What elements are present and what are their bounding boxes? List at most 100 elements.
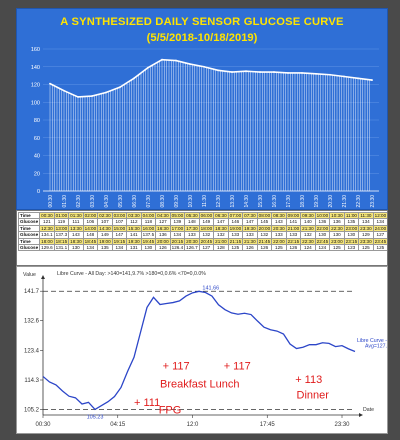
- time-cell: 18:15: [53, 237, 70, 246]
- time-cell: 13:30: [68, 224, 84, 233]
- top-data-point: [91, 95, 93, 97]
- glucose-cell: 124: [314, 243, 331, 252]
- time-cell: 11:00: [343, 211, 360, 220]
- time-cell: 18:00: [198, 224, 215, 233]
- glucose-cell: 125: [227, 243, 244, 252]
- time-cell: 09:00: [285, 211, 302, 220]
- top-y-tick-label: 0: [37, 189, 40, 195]
- libre-curve-line: [42, 290, 356, 411]
- x-axis-label: Date: [363, 407, 374, 413]
- time-cell: 20:00: [155, 237, 171, 246]
- top-data-point: [301, 72, 303, 74]
- time-cell: 09:30: [300, 211, 316, 220]
- top-data-point: [105, 91, 107, 94]
- time-cell: 19:30: [126, 237, 142, 246]
- top-x-tick-label: 12:30: [216, 195, 222, 208]
- top-y-tick-label: 140: [31, 65, 40, 71]
- top-data-point: [259, 71, 261, 73]
- time-cell: 13:00: [53, 224, 70, 233]
- glucose-cell: 130: [140, 243, 157, 252]
- libre-curve-chart: Libre Curve - All Day: >140=141,9.7% >18…: [16, 266, 388, 434]
- time-cell: 24:00: [372, 224, 387, 233]
- time-cell: 15:30: [126, 224, 142, 233]
- time-cell: 17:30: [184, 224, 200, 233]
- glucose-cell: 131.1: [53, 243, 70, 252]
- top-y-tick-label: 20: [34, 171, 40, 177]
- y-tick-label: 114.3: [24, 378, 39, 384]
- top-x-tick-label: 07:30: [146, 195, 152, 208]
- glucose-cell: 133: [227, 231, 244, 239]
- annotation-fpg-label: FPG: [159, 405, 182, 417]
- time-cell: 20:30: [271, 224, 287, 233]
- top-data-point: [329, 73, 331, 76]
- libre-curve-plot: Libre Curve - All Day: >140=141,9.7% >18…: [23, 271, 387, 428]
- top-x-tick-label: 11:30: [202, 195, 208, 207]
- time-cell: 06:00: [198, 211, 215, 220]
- time-cell: 11:30: [358, 211, 374, 220]
- top-x-tick-label: 18:30: [300, 195, 306, 208]
- top-data-point: [357, 77, 359, 80]
- top-y-tick-label: 120: [31, 83, 40, 89]
- time-cell: 23:30: [358, 237, 374, 246]
- time-cell: 23:45: [372, 237, 387, 246]
- time-cell: 22:45: [314, 237, 331, 246]
- glucose-table-grid: Time 00:30 01:00 01:30 02:00 02:30 03:00 03:30 0…: [17, 211, 387, 252]
- glucose-cell: 141: [126, 231, 142, 239]
- top-x-tick-label: 22:30: [356, 195, 362, 208]
- y-tick-label: 132.6: [24, 319, 40, 325]
- series-label: Libre Curve - All Day: [357, 338, 387, 344]
- top-data-point: [217, 69, 219, 72]
- glucose-cell: 126.4: [169, 243, 186, 252]
- top-y-tick-label: 40: [34, 154, 40, 160]
- peak-value-label: 141.66: [202, 285, 219, 291]
- libre-legend-title: Libre Curve - All Day: >140=141,9.7% >18…: [57, 271, 206, 277]
- glucose-cell: 112: [126, 218, 142, 226]
- table-row: Time 00:30 01:00 01:30 02:00 02:30 03:00 03:30 0…: [17, 211, 387, 220]
- glucose-cell: 130: [68, 243, 84, 252]
- top-x-tick-label: 17:30: [286, 195, 292, 208]
- time-cell: 12:00: [372, 211, 387, 220]
- glucose-cell: 125: [329, 243, 345, 252]
- glucose-cell: 135: [97, 243, 113, 252]
- top-data-point: [147, 66, 149, 69]
- x-tick-label: 23:30: [334, 422, 350, 428]
- top-glucose-chart: A SYNTHESIZED DAILY SENSOR GLUCOSE CURVE…: [16, 8, 388, 210]
- time-cell: 22:00: [271, 237, 287, 246]
- y-tick-label: 141.7: [24, 289, 40, 295]
- top-data-point: [371, 79, 373, 81]
- time-cell: 04:00: [140, 211, 157, 220]
- x-tick-label: 12:0: [187, 422, 199, 428]
- table-row: Glucose 129.6 131.1 130 134 135 134 131 130 126 12…: [17, 243, 387, 252]
- annotation-dinner-label: Dinner: [297, 389, 330, 401]
- time-cell: 18:30: [213, 224, 229, 233]
- time-cell: 19:45: [140, 237, 157, 246]
- top-data-point: [49, 82, 51, 85]
- time-row-label: Time: [17, 237, 41, 246]
- glucose-row-label: Glucose: [17, 231, 41, 239]
- glucose-cell: 134: [111, 243, 128, 252]
- time-cell: 21:00: [285, 224, 302, 233]
- top-x-tick-label: 08:30: [160, 195, 166, 208]
- top-x-tick-label: 14:30: [244, 195, 250, 208]
- glucose-cell: 127: [198, 243, 215, 252]
- top-data-point: [273, 71, 275, 73]
- time-cell: 20:15: [169, 237, 186, 246]
- glucose-cell: 133: [184, 231, 200, 239]
- time-cell: 02:00: [82, 211, 99, 220]
- top-data-point: [161, 58, 163, 61]
- glucose-cell: 132: [198, 231, 215, 239]
- y-tick-label: 105.2: [24, 407, 40, 413]
- top-chart-title: A SYNTHESIZED DAILY SENSOR GLUCOSE CURVE: [60, 16, 344, 28]
- top-y-tick-label: 60: [34, 136, 40, 142]
- time-cell: 18:00: [39, 237, 55, 246]
- glucose-table: Time 00:30 01:00 01:30 02:00 02:30 03:00 03:30 0…: [16, 210, 388, 266]
- glucose-cell: 126: [285, 243, 302, 252]
- time-cell: 10:00: [314, 211, 331, 220]
- glucose-cell: 146: [227, 218, 244, 226]
- time-cell: 01:30: [68, 211, 84, 220]
- time-cell: 16:30: [155, 224, 171, 233]
- time-cell: 14:00: [82, 224, 99, 233]
- top-x-tick-label: 10:30: [188, 195, 194, 208]
- time-cell: 05:30: [184, 211, 200, 220]
